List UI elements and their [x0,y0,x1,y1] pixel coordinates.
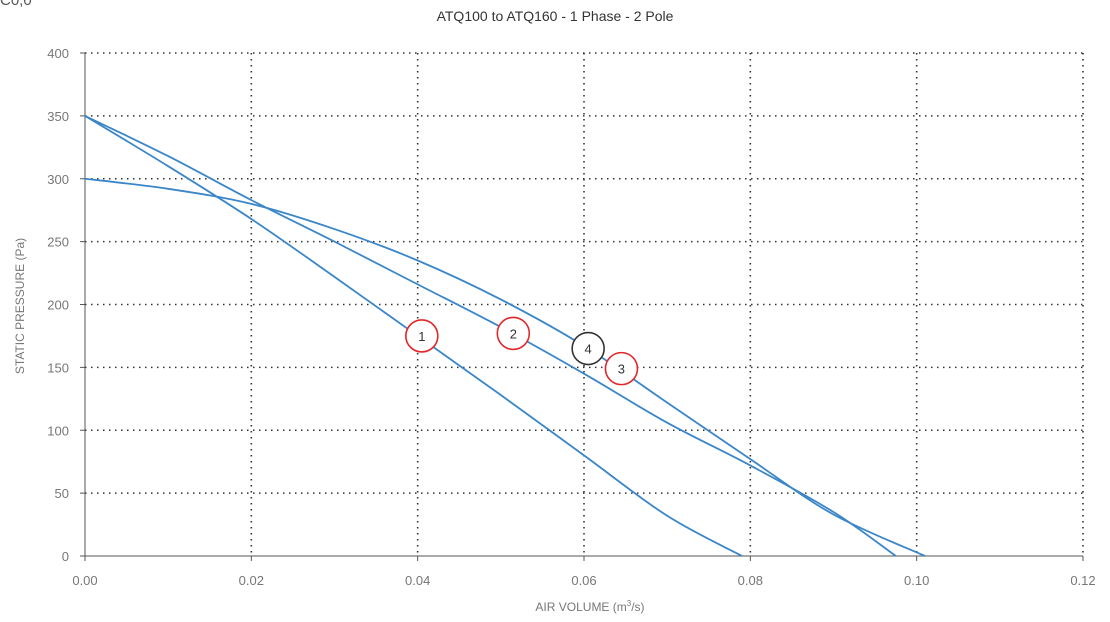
curve-marker-label: 2 [510,326,517,341]
y-tick-label: 100 [47,423,69,438]
y-axis-label: STATIC PRESSURE (Pa) [13,238,27,374]
curve-marker-1: 1 [405,319,439,353]
x-tick-label: 0.08 [738,573,763,588]
x-tick-label: 0.04 [405,573,430,588]
curve-marker-2: 2 [496,316,531,351]
y-tick-label: 250 [47,235,69,250]
curve-marker-circle [571,331,605,366]
chart-title: ATQ100 to ATQ160 - 1 Phase - 2 Pole [436,8,674,24]
y-tick-label: 50 [55,486,69,501]
axes-layer: 0.00 0.02 0.04 0.06 0.08 0.10 0.12 0 50 100 150 200… [47,46,1095,588]
curve-marker-circle [496,316,531,351]
series-line-3 [84,177,926,557]
curve-marker-label: 3 [618,362,625,377]
x-tick-label: 0.12 [1070,573,1095,588]
x-tick-label: 0.06 [571,573,596,588]
x-axis-label: AIR VOLUME (m3/s) [535,599,644,614]
marker-layer: 1 2 4 3 [405,316,639,386]
curve-marker-circle [405,319,439,353]
corner-label: C0,0 [0,0,32,9]
curve-marker-label: 1 [418,329,425,344]
y-tick-label: 400 [47,46,69,61]
curve-marker-3: 3 [604,351,639,386]
y-tick-label: 350 [47,109,69,124]
curve-marker-circle [604,351,639,386]
y-tick-label: 200 [47,298,69,313]
x-tick-label: 0.00 [72,573,97,588]
y-tick-label: 150 [47,360,69,375]
x-tick-label: 0.02 [239,573,264,588]
y-tick-label: 300 [47,172,69,187]
curve-marker-label: 4 [585,342,592,357]
y-tick-label: 0 [62,549,69,564]
grid-layer [85,52,1084,556]
series-line-2 [84,115,897,557]
x-tick-label: 0.10 [904,573,929,588]
curve-marker-4: 4 [571,331,605,366]
